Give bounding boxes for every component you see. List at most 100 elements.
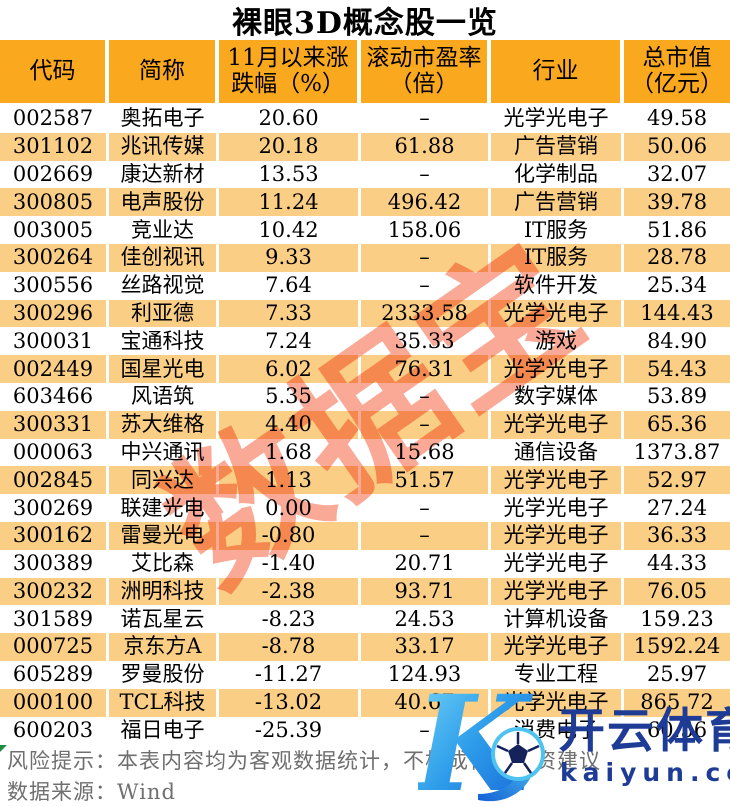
table-cell: 51.86 bbox=[646, 217, 708, 242]
table-cell: 9.33 bbox=[219, 243, 361, 272]
table-cell: 光学光电子 bbox=[491, 688, 624, 717]
table-cell: IT服务 bbox=[491, 243, 624, 272]
table-cell: 雷曼光电 bbox=[109, 521, 219, 550]
table-cell: 300331 bbox=[0, 410, 109, 439]
table-cell: 65.36 bbox=[624, 410, 730, 439]
table-cell: 52.97 bbox=[624, 466, 730, 495]
table-cell: 计算机设备 bbox=[491, 605, 624, 634]
table-cell: 000100 bbox=[0, 688, 109, 717]
table-cell: IT服务 bbox=[491, 216, 624, 244]
table-cell: 20.18 bbox=[219, 132, 361, 161]
table-cell: 15.68 bbox=[361, 438, 491, 467]
table-cell: 158.06 bbox=[361, 216, 491, 244]
table-cell: 7.24 bbox=[219, 327, 361, 356]
table-cell: 40.67 bbox=[361, 688, 491, 717]
table-cell: -25.39 bbox=[219, 716, 361, 745]
table-cell: – bbox=[361, 494, 491, 522]
header-cell: 行业 bbox=[491, 40, 624, 105]
table-cell: 10.42 bbox=[219, 216, 361, 244]
data-source: 数据来源：Wind bbox=[7, 779, 176, 804]
table-cell: 84.90 bbox=[646, 328, 708, 353]
table-cell: 国星光电 bbox=[109, 355, 219, 383]
table-cell: TCL科技 bbox=[109, 688, 219, 717]
table-cell: 1.68 bbox=[219, 438, 361, 467]
table-cell: 20.60 bbox=[219, 105, 361, 133]
table-cell: 11.24 bbox=[219, 188, 361, 217]
table-cell: 300805 bbox=[0, 188, 109, 217]
header-cell: 11月以来涨 跌幅（%） bbox=[219, 40, 361, 105]
table-cell: 124.93 bbox=[361, 660, 491, 689]
table-cell: 洲明科技 bbox=[109, 577, 219, 606]
table-cell: 软件开发 bbox=[491, 271, 624, 300]
table-cell: 300269 bbox=[0, 494, 109, 522]
table-cell: 兆讯传媒 bbox=[109, 132, 219, 161]
table-cell: 54.43 bbox=[624, 355, 730, 383]
header-cell: 总市值 （亿元） bbox=[624, 40, 730, 105]
table-cell: 光学光电子 bbox=[491, 549, 624, 578]
table-cell: 603466 bbox=[0, 382, 109, 411]
table-cell: – bbox=[361, 160, 491, 189]
table-cell: 301102 bbox=[0, 132, 109, 161]
table-cell: -13.02 bbox=[219, 688, 361, 717]
table-cell: 1592.24 bbox=[624, 633, 730, 661]
table-cell: 13.53 bbox=[219, 160, 361, 189]
table-cell: 化学制品 bbox=[491, 160, 624, 189]
risk-note: 风险提示：本表内容均为客观数据统计，不构成任何投资建议 bbox=[7, 748, 601, 773]
table-cell: 1.13 bbox=[219, 466, 361, 495]
table-cell: 光学光电子 bbox=[491, 577, 624, 606]
table-cell: -8.23 bbox=[219, 605, 361, 634]
table-cell: 0.00 bbox=[219, 494, 361, 522]
table-cell: 33.17 bbox=[361, 633, 491, 661]
table-cell: -11.27 bbox=[219, 660, 361, 689]
table-cell: 通信设备 bbox=[491, 438, 624, 467]
table-cell: 600203 bbox=[0, 716, 109, 745]
table-cell: 002587 bbox=[0, 105, 109, 133]
table-cell: 1373.87 bbox=[633, 439, 721, 464]
table-cell: 奥拓电子 bbox=[109, 105, 219, 133]
table-cell: 联建光电 bbox=[109, 494, 219, 522]
table-cell: – bbox=[361, 716, 491, 745]
table-cell: 利亚德 bbox=[109, 299, 219, 328]
table-cell: 496.42 bbox=[361, 188, 491, 217]
table-cell: 50.06 bbox=[624, 132, 730, 161]
table-cell: 消费电子 bbox=[491, 716, 624, 745]
table-cell: 专业工程 bbox=[491, 660, 624, 689]
table-cell: 300556 bbox=[0, 271, 109, 300]
table-cell: 144.43 bbox=[624, 299, 730, 328]
table-cell: 36.33 bbox=[624, 521, 730, 550]
table-cell: 61.88 bbox=[361, 132, 491, 161]
table-cell: 7.33 bbox=[219, 299, 361, 328]
table-cell: – bbox=[361, 271, 491, 300]
table-cell: 5.35 bbox=[219, 382, 361, 411]
table-cell: 32.07 bbox=[646, 161, 708, 186]
table-cell: 苏大维格 bbox=[109, 410, 219, 439]
table-cell: 49.58 bbox=[646, 106, 708, 131]
table-cell: 竞业达 bbox=[109, 216, 219, 244]
header-cell: 代码 bbox=[0, 40, 109, 105]
table-cell: 20.71 bbox=[361, 549, 491, 578]
table-cell: 93.71 bbox=[361, 577, 491, 606]
table-cell: 宝通科技 bbox=[109, 327, 219, 356]
table-cell: – bbox=[361, 521, 491, 550]
table-cell: 300162 bbox=[0, 521, 109, 550]
table-cell: 605289 bbox=[0, 660, 109, 689]
table-cell: 广告营销 bbox=[491, 188, 624, 217]
table-cell: 7.64 bbox=[219, 271, 361, 300]
table-cell: 000725 bbox=[0, 633, 109, 661]
table-cell: 诺瓦星云 bbox=[109, 605, 219, 634]
table-cell: 51.57 bbox=[361, 466, 491, 495]
table-cell: 25.34 bbox=[646, 273, 708, 298]
table-cell: 27.24 bbox=[646, 495, 708, 520]
table-cell: 159.23 bbox=[640, 606, 714, 631]
footer: 风险提示：本表内容均为客观数据统计，不构成任何投资建议 数据来源：Wind bbox=[0, 744, 730, 806]
table-cell: 康达新材 bbox=[109, 160, 219, 189]
table-cell: 44.33 bbox=[646, 551, 708, 576]
table-cell: 76.31 bbox=[361, 355, 491, 383]
table-cell: 4.40 bbox=[219, 410, 361, 439]
table-cell: 6.02 bbox=[219, 355, 361, 383]
table-cell: – bbox=[361, 382, 491, 411]
table-cell: 002845 bbox=[0, 466, 109, 495]
table-cell: 光学光电子 bbox=[491, 355, 624, 383]
table-cell: 002669 bbox=[0, 160, 109, 189]
